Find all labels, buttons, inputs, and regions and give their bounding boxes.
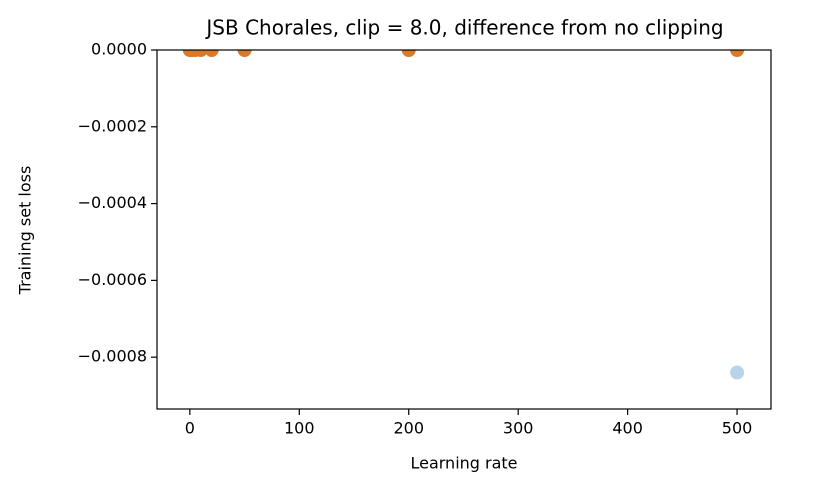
x-tick-label: 100 [284, 419, 315, 438]
scatter-point [730, 365, 745, 380]
scatter-point [237, 50, 252, 57]
x-tick-label: 500 [722, 419, 753, 438]
y-tick-label: −0.0008 [78, 347, 147, 366]
y-axis-label: Training set loss [16, 166, 35, 296]
x-axis-label: Learning rate [410, 454, 517, 473]
y-tick-label: −0.0006 [78, 270, 147, 289]
y-tick-label: 0.0000 [91, 40, 147, 59]
scatter-point [204, 50, 219, 57]
x-tick-label: 300 [503, 419, 534, 438]
x-tick-label: 400 [612, 419, 643, 438]
x-tick-label: 0 [185, 419, 195, 438]
scatter-point [730, 50, 745, 57]
y-tick-label: −0.0002 [78, 116, 147, 135]
plot-area [182, 50, 745, 380]
axes-frame [156, 49, 772, 410]
scatter-point [401, 50, 416, 57]
scatter-point [193, 50, 208, 57]
y-tick-label: −0.0004 [78, 193, 147, 212]
chart-title: JSB Chorales, clip = 8.0, difference fro… [204, 16, 723, 40]
x-tick-label: 200 [393, 419, 424, 438]
